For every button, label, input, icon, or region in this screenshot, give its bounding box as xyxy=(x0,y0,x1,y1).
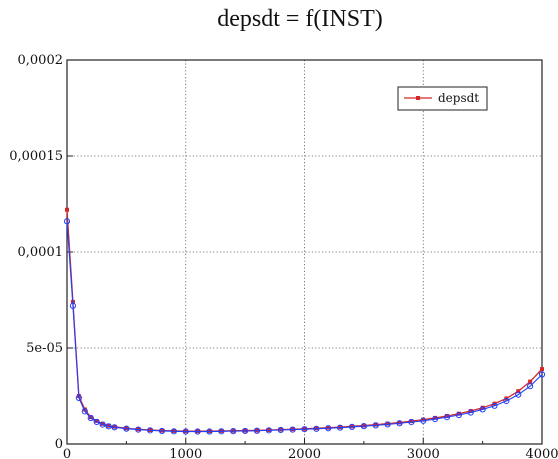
legend-box xyxy=(397,86,488,111)
series-1-point-38 xyxy=(467,409,474,416)
series-1-point-39 xyxy=(479,406,486,413)
series-0-point-6 xyxy=(100,421,105,426)
series-0-point-30 xyxy=(373,422,378,427)
series-1-point-7 xyxy=(105,423,112,430)
series-1-point-4 xyxy=(87,414,94,422)
ticks-layer: 0 1000 2000 3000 4000 0 5e-05 0,0001 0,00015 0,00… xyxy=(9,53,558,459)
series-1-point-26 xyxy=(325,425,332,432)
y-tick-label-3: 0,00015 xyxy=(9,149,63,164)
series-1-point-3 xyxy=(81,408,88,415)
x-tick-label-2: 2000 xyxy=(288,447,321,459)
series-1-point-14 xyxy=(182,428,189,435)
series-1-point-41 xyxy=(503,397,510,405)
series-0-point-7 xyxy=(106,423,111,428)
series-1-point-11 xyxy=(147,427,154,434)
series-1-point-40 xyxy=(491,402,498,409)
series-0-point-35 xyxy=(433,415,438,420)
series-1-point-8 xyxy=(111,424,118,431)
series-1-point-13 xyxy=(170,428,177,435)
series-1-point-18 xyxy=(230,428,237,435)
series-1-point-19 xyxy=(242,427,249,435)
y-tick-label-0: 0 xyxy=(55,437,63,452)
series-1-point-43 xyxy=(527,383,534,390)
series-1-point-32 xyxy=(396,420,403,427)
series-0-point-4 xyxy=(88,415,93,420)
series-1-point-1 xyxy=(69,302,77,309)
chart-title: depsdt = f(INST) xyxy=(217,6,383,32)
series-0-point-25 xyxy=(314,426,319,431)
series-1-point-20 xyxy=(253,427,261,434)
series-0-point-38 xyxy=(468,408,473,413)
series-0-point-43 xyxy=(528,379,533,384)
series-0-point-44 xyxy=(540,367,544,372)
series-0-point-26 xyxy=(326,425,331,430)
series-0-point-33 xyxy=(409,419,414,424)
series-0-point-3 xyxy=(82,407,87,412)
y-tick-label-2: 0,0001 xyxy=(18,245,64,260)
series-0-point-0 xyxy=(65,207,69,212)
series-1-point-25 xyxy=(313,425,320,432)
series-0-point-29 xyxy=(361,423,366,428)
series-1-point-30 xyxy=(372,422,379,429)
series-0-point-32 xyxy=(397,420,402,425)
series-1-point-10 xyxy=(135,426,142,433)
x-tick-label-3: 3000 xyxy=(407,447,440,459)
series-0-point-36 xyxy=(445,413,449,418)
series-1-point-42 xyxy=(515,391,522,398)
series-1-point-33 xyxy=(408,419,415,426)
series-0-point-31 xyxy=(385,421,390,426)
y-tick-label-1: 5e-05 xyxy=(26,341,63,356)
series-0-point-8 xyxy=(112,424,117,429)
legend-label: depsdt xyxy=(438,91,479,105)
series-1-point-0 xyxy=(63,218,71,225)
series-1-point-21 xyxy=(265,427,272,434)
series-1-point-35 xyxy=(432,415,439,423)
legend-marker xyxy=(416,96,420,100)
series-1-point-17 xyxy=(218,428,225,435)
series-1-point-2 xyxy=(75,394,82,402)
series-1-point-23 xyxy=(289,426,296,433)
series-0-point-27 xyxy=(338,425,343,430)
grid-layer xyxy=(67,60,542,444)
series-1-point-9 xyxy=(123,425,130,432)
x-tick-label-1: 1000 xyxy=(169,447,202,459)
x-tick-label-4: 4000 xyxy=(525,447,558,459)
y-tick-label-4: 0,0002 xyxy=(18,53,64,68)
series-1-point-28 xyxy=(348,423,356,431)
series-1-point-16 xyxy=(206,428,213,435)
series-1-point-44 xyxy=(538,371,546,378)
series-1-point-36 xyxy=(443,414,451,421)
series-1-point-6 xyxy=(99,421,106,428)
series-0-point-28 xyxy=(350,424,354,429)
series-1-point-24 xyxy=(301,426,308,433)
legend: depsdt xyxy=(397,86,488,111)
series-0-point-34 xyxy=(421,417,426,422)
series-1-point-34 xyxy=(420,417,427,424)
series-0-point-42 xyxy=(516,389,521,394)
series-1-point-29 xyxy=(360,423,367,430)
x-tick-label-0: 0 xyxy=(63,447,71,459)
series-0-point-5 xyxy=(94,418,99,423)
series-layer xyxy=(63,207,546,435)
series-1-point-12 xyxy=(158,427,166,435)
series-1-point-27 xyxy=(337,424,344,431)
series-1-point-5 xyxy=(93,418,100,426)
series-line-1 xyxy=(66,221,543,433)
series-0-point-37 xyxy=(456,411,461,416)
series-1-point-15 xyxy=(194,428,201,435)
series-1-point-37 xyxy=(455,411,462,419)
series-0-point-39 xyxy=(480,405,485,410)
series-1-point-31 xyxy=(384,421,391,428)
series-1-point-22 xyxy=(277,426,284,434)
